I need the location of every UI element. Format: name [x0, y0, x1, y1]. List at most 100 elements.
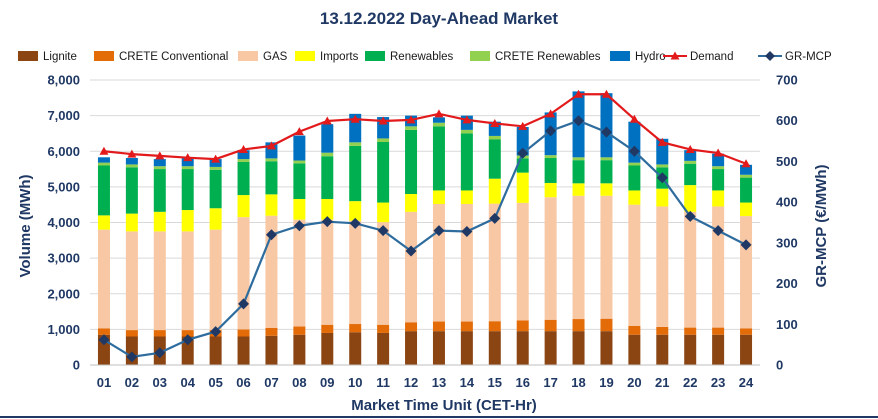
bar-renewables: [181, 169, 194, 211]
demand-point: [294, 127, 304, 136]
demand-point: [546, 109, 556, 118]
bar-imports: [97, 215, 110, 230]
x-tick-label: 22: [683, 375, 697, 390]
bars: [90, 91, 760, 366]
legend-lignite-label: Lignite: [43, 51, 77, 63]
legend-renewables-label: Renewables: [390, 51, 454, 63]
bar-gas: [181, 231, 194, 331]
bar-crete-renewables: [265, 158, 278, 162]
demand-point: [211, 154, 221, 163]
bar-imports: [237, 195, 250, 218]
gr-mcp-point: [656, 172, 668, 184]
demand-point: [490, 118, 500, 127]
bar-crete-renewables: [349, 142, 362, 146]
bar-crete-renewables: [321, 152, 334, 157]
x-tick-label: 20: [627, 375, 641, 390]
bar-crete-renewables: [544, 155, 557, 159]
x-tick-label: 19: [599, 375, 613, 390]
demand-point: [183, 153, 193, 162]
x-tick-label: 21: [655, 375, 669, 390]
bar-lignite: [265, 335, 278, 365]
gr-mcp-point: [377, 225, 389, 237]
gr-mcp-point: [573, 115, 585, 127]
legend-gr-mcp-marker: [765, 51, 775, 61]
bar-renewables: [572, 160, 585, 184]
legend-demand-marker: [670, 51, 680, 60]
y2-tick-label: 0: [776, 358, 783, 373]
y2-tick-label: 400: [776, 195, 798, 210]
bar-gas: [572, 195, 585, 320]
bar-renewables: [405, 129, 418, 194]
x-tick-label: 17: [543, 375, 557, 390]
bar-gas: [712, 206, 725, 328]
demand-point: [601, 89, 611, 98]
bar-crete-renewables: [405, 126, 418, 130]
legend-crete-renewables-swatch: [470, 51, 490, 61]
bar-hydro: [684, 150, 697, 161]
y-tick-label: 8,000: [47, 73, 80, 88]
x-tick-label: 07: [264, 375, 278, 390]
bar-renewables: [740, 177, 753, 203]
bar-imports: [405, 194, 418, 212]
legend-crete-conventional-label: CRETE Conventional: [119, 51, 228, 63]
bar-renewables: [153, 169, 166, 212]
x-tick-label: 01: [97, 375, 111, 390]
gr-mcp-point: [600, 126, 612, 138]
gr-mcp-point: [517, 147, 529, 159]
bar-crete-conventional: [97, 328, 110, 335]
bar-gas: [377, 222, 390, 325]
bar-renewables: [488, 139, 501, 179]
x-axis-ticks: 01 02 03 04 05 06 07 08 09 10 11 12 13 14 15 16 17 18 19 20…: [97, 375, 754, 390]
gr-mcp-point: [154, 347, 166, 359]
bar-lignite: [516, 331, 529, 365]
bar-hydro: [516, 127, 529, 156]
bar-crete-conventional: [153, 330, 166, 337]
demand-point: [657, 137, 667, 146]
bar-imports: [321, 198, 334, 220]
bar-gas: [544, 197, 557, 320]
legend-hydro-swatch: [610, 51, 630, 61]
bar-gas: [740, 216, 753, 329]
bar-renewables: [600, 160, 613, 184]
bar-gas: [293, 219, 306, 327]
x-tick-label: 10: [348, 375, 362, 390]
bar-renewables: [293, 163, 306, 199]
bar-hydro: [600, 93, 613, 158]
bar-gas: [432, 203, 445, 322]
x-tick-label: 12: [404, 375, 418, 390]
bar-lignite: [684, 334, 697, 365]
legend-demand-label: Demand: [690, 51, 733, 63]
bar-crete-conventional: [265, 327, 278, 336]
bar-lignite: [656, 334, 669, 365]
bar-crete-conventional: [656, 326, 669, 335]
demand-point: [574, 89, 584, 98]
bar-crete-conventional: [405, 322, 418, 332]
bar-lignite: [349, 332, 362, 365]
demand-point: [741, 159, 751, 168]
gr-mcp-point: [461, 225, 473, 237]
bar-crete-conventional: [349, 324, 362, 333]
bar-lignite: [600, 331, 613, 365]
bar-hydro: [712, 153, 725, 167]
bar-crete-conventional: [572, 319, 585, 332]
legend-gas-swatch: [238, 51, 258, 61]
bar-crete-conventional: [377, 324, 390, 333]
bar-lignite: [432, 331, 445, 365]
demand-point: [406, 115, 416, 124]
bar-imports: [656, 188, 669, 207]
bar-lignite: [572, 331, 585, 365]
bar-gas: [460, 203, 473, 322]
x-tick-label: 16: [515, 375, 529, 390]
demand-point: [350, 114, 360, 123]
demand-point: [155, 151, 165, 160]
bar-lignite: [628, 334, 641, 365]
x-tick-label: 24: [739, 375, 754, 390]
bar-crete-conventional: [516, 320, 529, 332]
gr-mcp-point: [293, 220, 305, 232]
bar-crete-renewables: [125, 164, 138, 168]
bar-renewables: [628, 165, 641, 191]
gr-mcp-point: [126, 351, 138, 363]
bar-gas: [684, 211, 697, 328]
bar-gas: [405, 211, 418, 323]
legend-imports-swatch: [295, 51, 315, 61]
